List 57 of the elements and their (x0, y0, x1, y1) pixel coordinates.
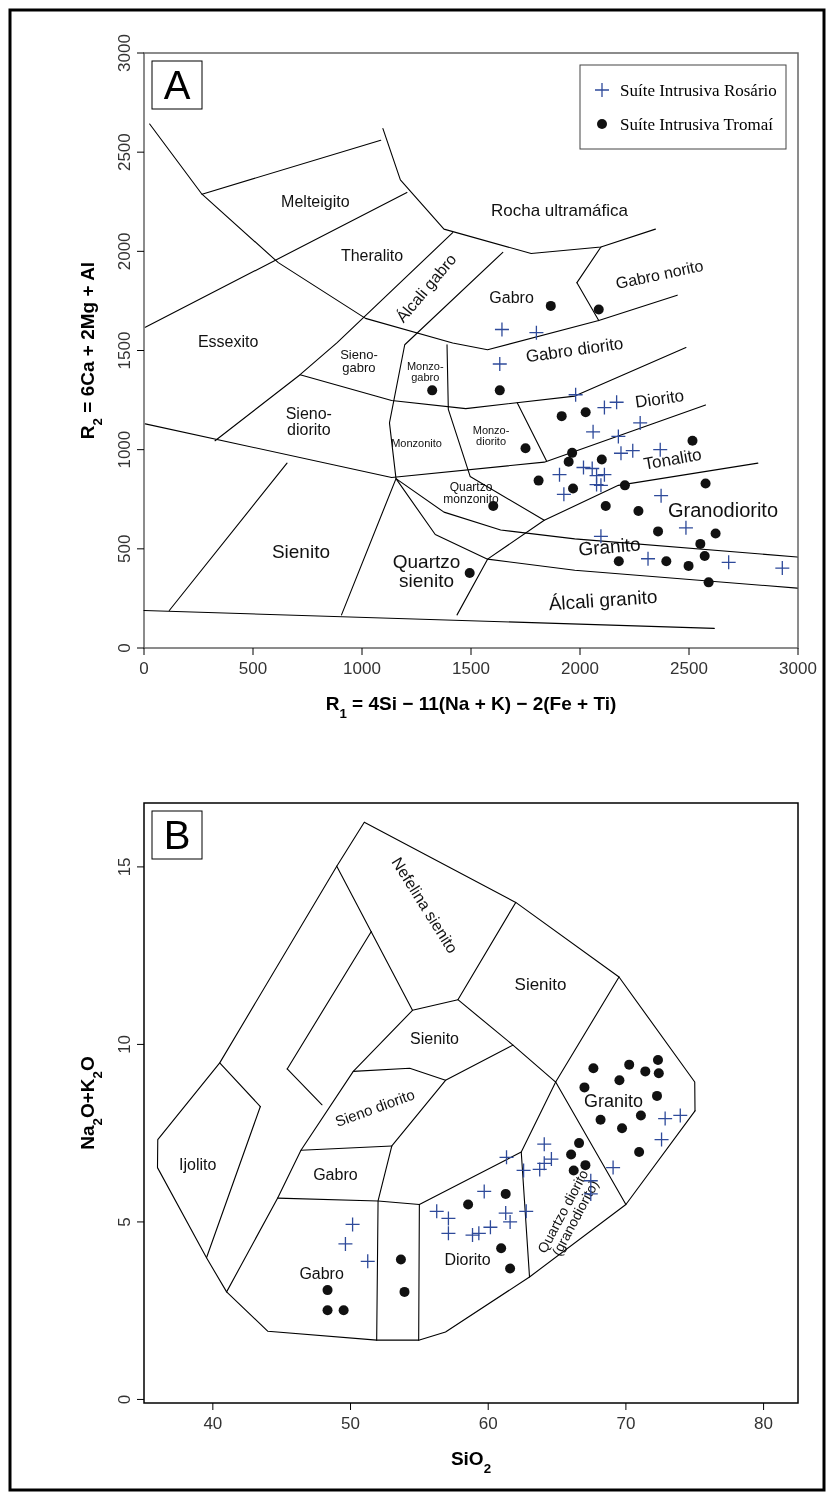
annotation: Quartzo monzonito (443, 479, 499, 506)
x-tick-label: 50 (341, 1414, 360, 1433)
annotation: Álcali granito (548, 585, 658, 615)
annotation: Gabro (313, 1166, 358, 1184)
annotation: Quartzo sienito (392, 551, 461, 592)
y-tick-label: 0 (115, 1394, 134, 1405)
y-tick-label: 2500 (115, 133, 134, 172)
x-tick-label: 1500 (452, 659, 490, 678)
annotation: Granito (583, 1091, 644, 1112)
annotation: Sienito (514, 975, 567, 995)
annotation: Ijolito (179, 1156, 217, 1174)
x-tick-label: 40 (203, 1414, 223, 1433)
y-tick-label: 2000 (115, 232, 134, 271)
x-tick-label: 60 (478, 1414, 498, 1433)
x-axis-title: R$_{1}$ = 4Si − 11(Na + K) − 2(Fe + Ti) (325, 693, 617, 721)
x-tick-label: 2500 (670, 659, 708, 678)
annotation: Monzo- diorito (472, 423, 510, 447)
x-axis-title: SiO$_{2}$ (450, 1448, 492, 1476)
annotation: Theralito (340, 246, 404, 264)
y-tick-label: 10 (115, 1034, 134, 1054)
y-tick-label: 15 (115, 857, 134, 877)
annotation: Granito (577, 533, 642, 560)
annotation: Diorito (634, 386, 686, 413)
x-tick-label: 0 (139, 659, 149, 678)
y-tick-label: 5 (115, 1217, 134, 1227)
annotation: Gabro (489, 289, 534, 307)
annotation: Gabro (299, 1265, 344, 1283)
annotation: Essexito (197, 333, 259, 351)
chart-title: B (163, 813, 191, 857)
annotation: Sienito (410, 1030, 460, 1048)
x-tick-label: 1000 (343, 659, 381, 678)
annotation: Diorito (444, 1251, 491, 1269)
chart-title: A (163, 63, 191, 107)
annotation: Sieno diorito (332, 1085, 417, 1130)
x-tick-label: 70 (616, 1414, 636, 1433)
y-tick-label: 3000 (115, 34, 134, 72)
legend-label: Suíte Intrusiva Tromaí (620, 115, 774, 134)
annotation: Gabro norito (614, 257, 705, 293)
annotation: Sieno- diorito (285, 405, 332, 439)
legend-label: Suíte Intrusiva Rosário (620, 81, 777, 100)
annotation: Granodiorito (667, 499, 779, 522)
x-tick-label: 80 (754, 1414, 774, 1433)
annotation: Rocha ultramáfica (491, 201, 629, 221)
annotation: Monzo- gabro (406, 360, 444, 383)
x-tick-label: 3000 (779, 659, 817, 678)
annotation: Gabro diorito (524, 334, 625, 367)
y-tick-label: 500 (115, 534, 134, 564)
annotation: Monzonito (391, 436, 442, 449)
y-tick-label: 1500 (115, 331, 134, 370)
annotation: Melteigito (281, 193, 350, 211)
y-tick-label: 1000 (115, 430, 134, 469)
x-tick-label: 2000 (561, 659, 599, 678)
y-tick-label: 0 (115, 643, 134, 653)
annotation: Sieno- gabro (340, 347, 378, 376)
annotation: Sienito (271, 541, 331, 563)
annotation: Tonalito (642, 445, 704, 475)
x-tick-label: 500 (238, 659, 268, 678)
